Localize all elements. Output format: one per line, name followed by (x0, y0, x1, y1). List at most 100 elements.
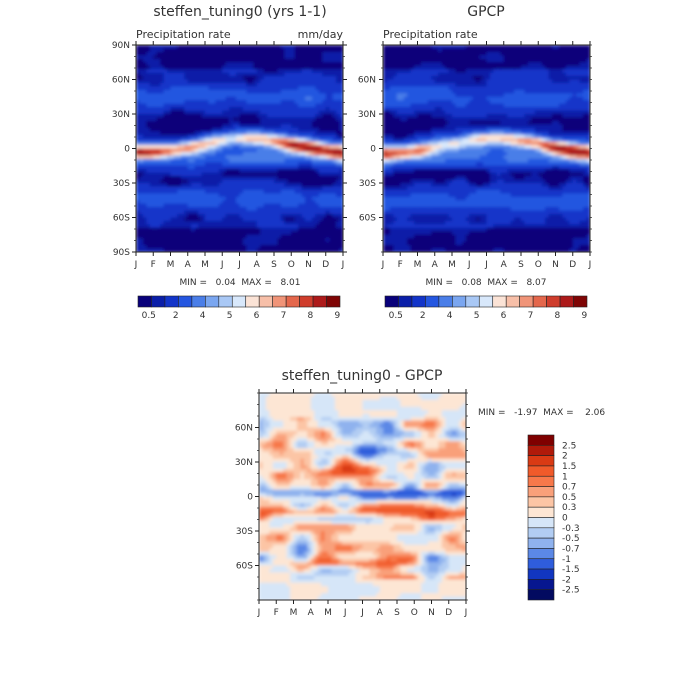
field-cell (389, 69, 394, 74)
field-cell (167, 110, 172, 115)
field-cell (531, 58, 536, 63)
field-cell (500, 114, 505, 119)
field-cell (424, 89, 429, 94)
field-cell (569, 65, 574, 70)
field-cell (400, 55, 405, 60)
field-cell (514, 65, 519, 70)
field-cell (270, 241, 275, 246)
field-cell (149, 55, 154, 60)
field-cell (274, 186, 279, 191)
field-cell (298, 210, 303, 215)
field-cell (163, 100, 168, 105)
field-cell (389, 114, 394, 119)
field-cell (139, 193, 144, 198)
field-cell (260, 93, 265, 98)
field-cell (232, 224, 237, 229)
field-cell (452, 72, 457, 77)
field-cell (274, 107, 279, 112)
field-cell (407, 62, 412, 67)
field-cell (517, 96, 522, 101)
field-cell (246, 245, 251, 250)
field-cell (191, 107, 196, 112)
field-cell (339, 89, 343, 94)
field-cell (246, 172, 251, 177)
field-cell (280, 200, 285, 205)
field-cell (215, 131, 220, 136)
field-cell (256, 72, 261, 77)
field-cell (305, 127, 310, 132)
field-cell (163, 45, 168, 50)
field-cell (448, 48, 453, 53)
field-cell (476, 86, 481, 91)
field-cell (287, 151, 292, 156)
field-cell (284, 241, 289, 246)
field-cell (315, 103, 320, 108)
field-cell (184, 231, 189, 236)
field-cell (311, 103, 316, 108)
field-cell (222, 145, 227, 150)
field-cell (180, 186, 185, 191)
field-cell (215, 72, 220, 77)
field-cell (242, 172, 247, 177)
field-cell (294, 62, 299, 67)
field-cell (325, 117, 330, 122)
field-cell (287, 183, 292, 188)
field-cell (311, 62, 316, 67)
field-cell (308, 203, 313, 208)
field-cell (139, 48, 144, 53)
field-cell (229, 234, 234, 239)
field-cell (452, 69, 457, 74)
field-cell (427, 48, 432, 53)
field-cell (229, 72, 234, 77)
field-cell (311, 189, 316, 194)
field-cell (253, 234, 258, 239)
field-cell (386, 82, 391, 87)
field-cell (311, 248, 316, 252)
field-cell (277, 141, 282, 146)
field-cell (527, 103, 532, 108)
field-cell (531, 79, 536, 84)
field-cell (325, 245, 330, 250)
field-cell (483, 114, 488, 119)
field-cell (194, 127, 199, 132)
field-cell (329, 76, 334, 81)
field-cell (517, 103, 522, 108)
field-cell (246, 231, 251, 236)
field-cell (239, 234, 244, 239)
field-cell (198, 176, 203, 181)
field-cell (586, 58, 590, 63)
field-cell (538, 48, 543, 53)
field-cell (156, 227, 161, 232)
field-cell (208, 48, 213, 53)
field-cell (208, 220, 213, 225)
field-cell (277, 127, 282, 132)
field-cell (249, 131, 254, 136)
field-cell (163, 238, 168, 243)
field-cell (177, 58, 182, 63)
field-cell (201, 179, 206, 184)
field-cell (153, 172, 158, 177)
field-cell (486, 51, 491, 56)
field-cell (284, 186, 289, 191)
field-cell (205, 82, 210, 87)
field-cell (149, 124, 154, 129)
field-cell (274, 176, 279, 181)
field-cell (339, 110, 343, 115)
field-cell (318, 151, 323, 156)
field-cell (329, 103, 334, 108)
field-cell (263, 55, 268, 60)
field-cell (503, 79, 508, 84)
field-cell (410, 58, 415, 63)
field-cell (163, 55, 168, 60)
field-cell (136, 138, 141, 143)
field-cell (565, 45, 570, 50)
field-cell (548, 58, 553, 63)
field-cell (225, 114, 230, 119)
field-cell (256, 179, 261, 184)
field-cell (393, 62, 398, 67)
field-cell (386, 103, 391, 108)
field-cell (322, 165, 327, 170)
field-cell (263, 217, 268, 222)
field-cell (339, 203, 343, 208)
field-cell (160, 214, 165, 219)
